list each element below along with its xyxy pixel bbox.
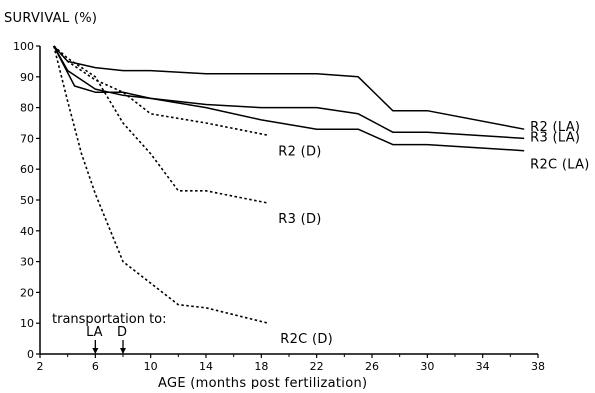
x-tick-label: 14 xyxy=(199,360,213,373)
y-axis-title: SURVIVAL (%) xyxy=(4,11,97,26)
x-tick-label: 26 xyxy=(365,360,379,373)
transportation-note: transportation to: xyxy=(52,312,167,327)
y-tick-label: 70 xyxy=(20,132,34,145)
series-label-r2-la: R2 (LA) xyxy=(530,120,580,135)
y-tick-label: 20 xyxy=(20,286,34,299)
transport-arrowhead-la xyxy=(92,348,99,354)
series-label-r3-la: R3 (LA) xyxy=(530,130,580,145)
series-label-r3-d: R3 (D) xyxy=(278,212,321,227)
transport-label-d: D xyxy=(117,325,127,340)
series-label-r2c-la: R2C (LA) xyxy=(530,158,590,173)
x-tick-label: 34 xyxy=(476,360,490,373)
y-tick-label: 60 xyxy=(20,163,34,176)
y-tick-label: 0 xyxy=(27,348,34,361)
series-line-r2-la xyxy=(53,45,525,130)
y-tick-label: 30 xyxy=(20,256,34,269)
x-tick-label: 38 xyxy=(531,360,545,373)
x-tick-label: 6 xyxy=(92,360,99,373)
y-tick-label: 40 xyxy=(20,225,34,238)
y-tick-label: 50 xyxy=(20,194,34,207)
series-line-r3-la xyxy=(53,45,525,140)
series-line-r2c-la xyxy=(53,45,525,152)
y-tick-label: 90 xyxy=(20,71,34,84)
y-tick-label: 100 xyxy=(13,40,34,53)
x-tick-label: 10 xyxy=(144,360,158,373)
series-label-r2-d: R2 (D) xyxy=(278,144,321,159)
y-tick-label: 80 xyxy=(20,102,34,115)
series-line-r3-d xyxy=(53,45,269,204)
x-axis-title: AGE (months post fertilization) xyxy=(158,376,367,389)
transport-arrowhead-d xyxy=(120,348,126,354)
series-line-r2c-d xyxy=(53,45,269,324)
x-tick-label: 22 xyxy=(310,360,324,373)
x-tick-label: 2 xyxy=(37,360,44,373)
transport-label-la: LA xyxy=(86,325,103,340)
x-tick-label: 30 xyxy=(420,360,434,373)
series-line-r2-d xyxy=(53,45,269,137)
x-tick-label: 18 xyxy=(254,360,268,373)
series-label-r2c-d: R2C (D) xyxy=(280,332,333,347)
y-tick-label: 10 xyxy=(20,317,34,330)
